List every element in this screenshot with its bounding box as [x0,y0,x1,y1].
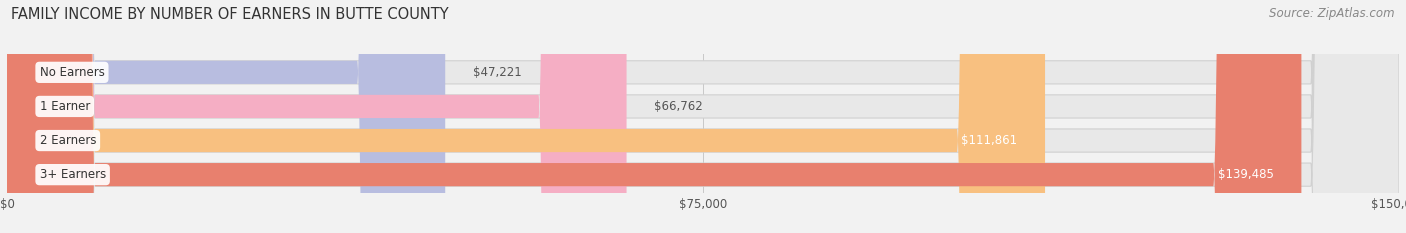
Text: Source: ZipAtlas.com: Source: ZipAtlas.com [1270,7,1395,20]
FancyBboxPatch shape [7,0,1302,233]
Text: $139,485: $139,485 [1218,168,1274,181]
FancyBboxPatch shape [7,0,1399,233]
FancyBboxPatch shape [7,0,1399,233]
Text: No Earners: No Earners [39,66,104,79]
Text: 1 Earner: 1 Earner [39,100,90,113]
Text: 3+ Earners: 3+ Earners [39,168,105,181]
FancyBboxPatch shape [7,0,1399,233]
Text: $111,861: $111,861 [962,134,1017,147]
FancyBboxPatch shape [7,0,627,233]
Text: $66,762: $66,762 [654,100,703,113]
FancyBboxPatch shape [7,0,446,233]
FancyBboxPatch shape [7,0,1399,233]
Text: FAMILY INCOME BY NUMBER OF EARNERS IN BUTTE COUNTY: FAMILY INCOME BY NUMBER OF EARNERS IN BU… [11,7,449,22]
FancyBboxPatch shape [7,0,1045,233]
Text: $47,221: $47,221 [472,66,522,79]
Text: 2 Earners: 2 Earners [39,134,96,147]
